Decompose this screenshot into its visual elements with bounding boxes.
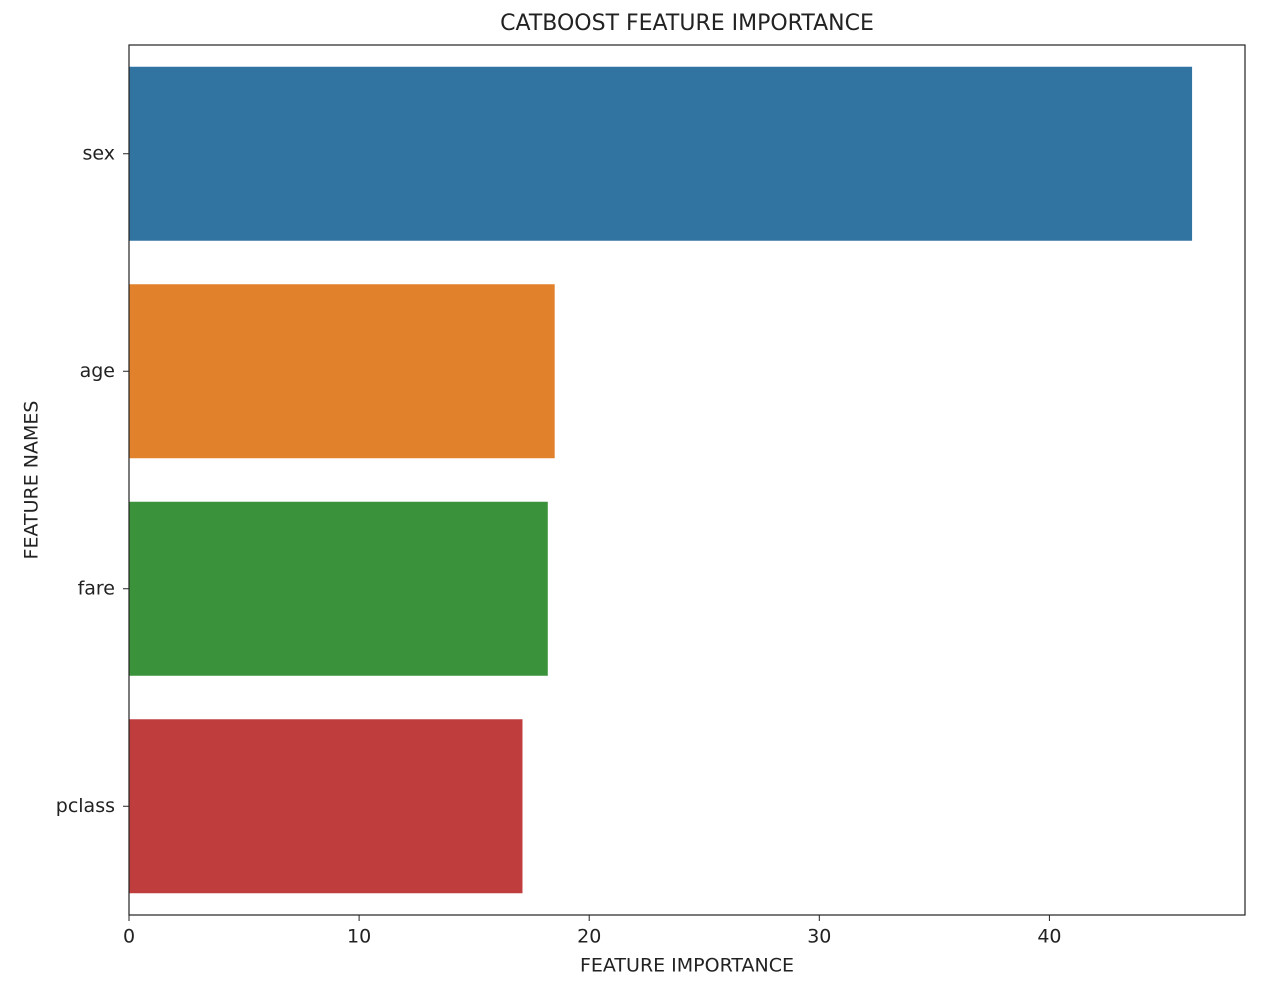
x-tick-label: 20 (577, 926, 601, 948)
y-axis-label: FEATURE NAMES (21, 401, 43, 560)
x-axis-label: FEATURE IMPORTANCE (580, 955, 794, 977)
y-tick-label: pclass (56, 795, 115, 817)
bar (129, 66, 1193, 241)
bar (129, 719, 523, 894)
x-tick-label: 40 (1037, 926, 1061, 948)
chart-title: CATBOOST FEATURE IMPORTANCE (500, 11, 874, 36)
x-tick-label: 10 (347, 926, 371, 948)
x-tick-label: 0 (123, 926, 135, 948)
y-tick-label: sex (83, 142, 116, 164)
plot-frame (128, 44, 1246, 916)
x-tick-label: 30 (807, 926, 831, 948)
y-tick-label: fare (78, 577, 115, 599)
bar (129, 284, 555, 459)
bar (129, 501, 548, 676)
y-tick-label: age (80, 360, 115, 382)
